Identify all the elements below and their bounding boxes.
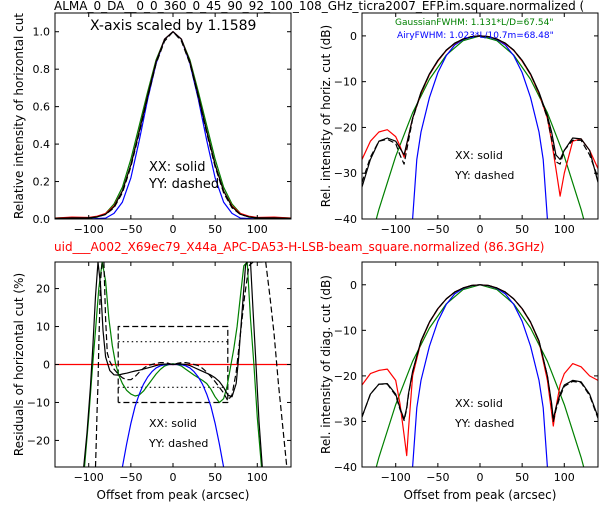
axes-frame [361, 261, 599, 468]
series-line-black-dashed [94, 262, 288, 467]
x-tick-label: 0 [170, 223, 177, 236]
figure-top-title: ALMA_0_DA__0_0_360_0_45_90_92_100_108_GH… [54, 0, 584, 13]
x-tick-label: 50 [208, 471, 222, 484]
plot-lines [55, 31, 291, 219]
annotation-text: XX: solid [455, 149, 503, 162]
series-line-black-solid [362, 35, 598, 188]
y-tick-label: 0.2 [33, 176, 51, 189]
figure-middle-title: uid___A002_X69ec79_X44a_APC-DA53-H-LSB-b… [54, 240, 544, 254]
y-tick-label: −30 [334, 167, 357, 180]
y-tick-label: 0 [350, 30, 357, 43]
annotation-text: XX: solid [455, 397, 503, 410]
y-tick-label: 1.0 [33, 26, 51, 39]
annotation-text: YY: dashed [148, 437, 208, 450]
y-tick-label: 0.8 [33, 63, 51, 76]
annotation-text: YY: dashed [454, 169, 514, 182]
x-tick-label: 50 [208, 223, 222, 236]
y-axis-label: Rel. intensity of diag. cut (dB) [319, 275, 333, 454]
plot-lines [362, 284, 598, 467]
y-tick-label: −20 [334, 121, 357, 134]
x-tick-label: −100 [74, 471, 104, 484]
chart-panel-ax1: −100 −50 0 50 100 0.0 0.2 0.4 0.6 0.8 1.0 Relative … [12, 12, 292, 236]
annotation-text: GaussianFWHM: 1.131*L/D=67.54" [395, 18, 553, 28]
y-tick-label: −40 [334, 461, 357, 474]
x-tick-label: −100 [381, 471, 411, 484]
y-axis-label: Relative intensity of horizontal cut [12, 13, 26, 219]
y-tick-label: −40 [334, 213, 357, 226]
y-tick-label: −10 [334, 324, 357, 337]
series-line-blue-solid [411, 35, 549, 219]
annotation-text: YY: dashed [148, 177, 219, 192]
x-tick-label: 100 [554, 223, 575, 236]
y-tick-label: −30 [334, 415, 357, 428]
annotation-text: X-axis scaled by 1.1589 [90, 18, 256, 34]
series-line-black-dashed [362, 35, 598, 183]
axes-frame [361, 12, 599, 220]
y-tick-label: 0.4 [33, 138, 51, 151]
y-tick-label: −10 [334, 76, 357, 89]
x-tick-label: 100 [554, 471, 575, 484]
x-tick-label: 0 [477, 471, 484, 484]
annotation-text: YY: dashed [454, 417, 514, 430]
x-tick-label: 100 [247, 223, 268, 236]
x-tick-label: −50 [119, 471, 142, 484]
x-tick-label: −100 [381, 223, 411, 236]
x-tick-label: 0 [477, 223, 484, 236]
y-tick-label: 0 [350, 279, 357, 292]
y-tick-label: −20 [27, 434, 50, 447]
annotation-text: XX: solid [149, 417, 197, 430]
x-tick-label: −50 [426, 223, 449, 236]
y-tick-label: −10 [27, 396, 50, 409]
x-axis-label: Offset from peak (arcsec) [404, 488, 557, 502]
x-tick-label: 50 [515, 223, 529, 236]
x-axis-label: Offset from peak (arcsec) [97, 488, 250, 502]
series-line-blue-solid [411, 284, 549, 467]
y-axis-label: Residuals of horizontal cut (%) [12, 273, 26, 456]
x-tick-label: −100 [74, 223, 104, 236]
y-tick-label: 0.0 [33, 213, 51, 226]
plot-lines [362, 35, 598, 219]
y-tick-label: 0 [43, 359, 50, 372]
y-tick-label: 10 [36, 321, 50, 334]
y-axis-label: Rel. intensity of horiz. cut (dB) [319, 25, 333, 207]
y-tick-label: −20 [334, 370, 357, 383]
series-line-green-solid [83, 262, 263, 467]
series-line-black-dashed [362, 284, 598, 422]
y-tick-label: 0.6 [33, 101, 51, 114]
annotation-text: XX: solid [149, 160, 206, 175]
series-line-black-dashed [117, 325, 229, 404]
series-line-black-solid [55, 31, 291, 219]
x-tick-label: 0 [170, 471, 177, 484]
x-tick-label: 100 [247, 471, 268, 484]
plot-lines [55, 262, 291, 467]
y-tick-label: 20 [36, 283, 50, 296]
series-line-black-solid [83, 262, 263, 467]
series-line-blue-solid [121, 363, 225, 467]
annotation-text: AiryFWHM: 1.023*L/10.7m=68.48" [397, 31, 554, 41]
x-tick-label: 50 [515, 471, 529, 484]
panels: −100 −50 0 50 1000.00.20.40.60.81.0Relative … [12, 12, 599, 502]
x-tick-label: −50 [426, 471, 449, 484]
x-tick-label: −50 [119, 223, 142, 236]
